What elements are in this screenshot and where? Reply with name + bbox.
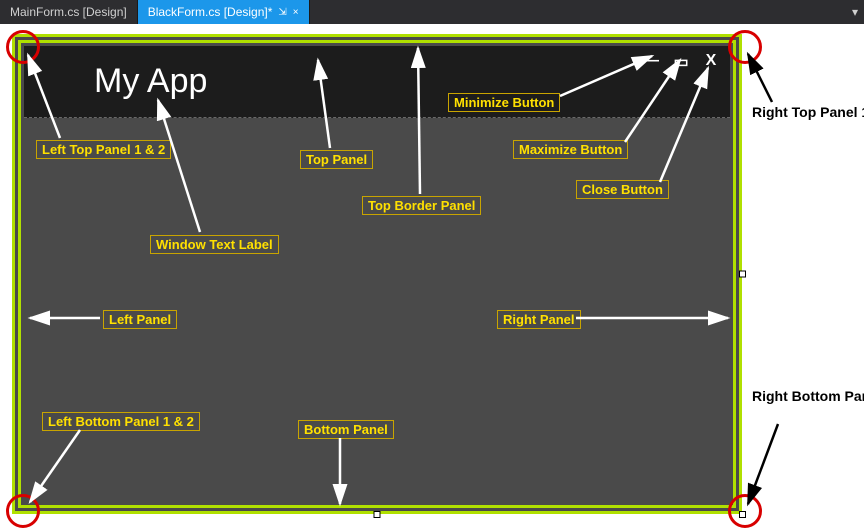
minimize-button[interactable]: — — [642, 52, 660, 72]
window-title-label: My App — [94, 62, 207, 101]
tab-label: MainForm.cs [Design] — [10, 5, 127, 19]
resize-handle-bottom[interactable] — [374, 511, 381, 518]
pin-icon[interactable]: ⇲ — [278, 7, 286, 18]
tab-mainform[interactable]: MainForm.cs [Design] — [0, 0, 138, 24]
maximize-button[interactable]: ▭ — [672, 52, 690, 72]
title-bar: My App — ▭ X — [24, 46, 730, 118]
resize-handle-right[interactable] — [739, 271, 746, 278]
design-surface: My App — ▭ X — [12, 34, 742, 514]
tab-bar: MainForm.cs [Design] BlackForm.cs [Desig… — [0, 0, 864, 24]
close-icon[interactable]: × — [293, 7, 299, 18]
resize-handle-corner[interactable] — [739, 511, 746, 518]
tab-label: BlackForm.cs [Design]* — [148, 5, 273, 19]
tab-blackform[interactable]: BlackForm.cs [Design]* ⇲ × — [138, 0, 310, 24]
label-right-top: Right Top Panel 1 & 2 — [752, 104, 857, 120]
form-content: My App — ▭ X — [24, 46, 730, 502]
label-right-bottom: Right Bottom Panel 1 & 2 — [752, 388, 857, 404]
tabs-overflow-icon[interactable]: ▾ — [846, 0, 864, 24]
window-buttons: — ▭ X — [642, 52, 720, 72]
close-button[interactable]: X — [702, 52, 720, 72]
